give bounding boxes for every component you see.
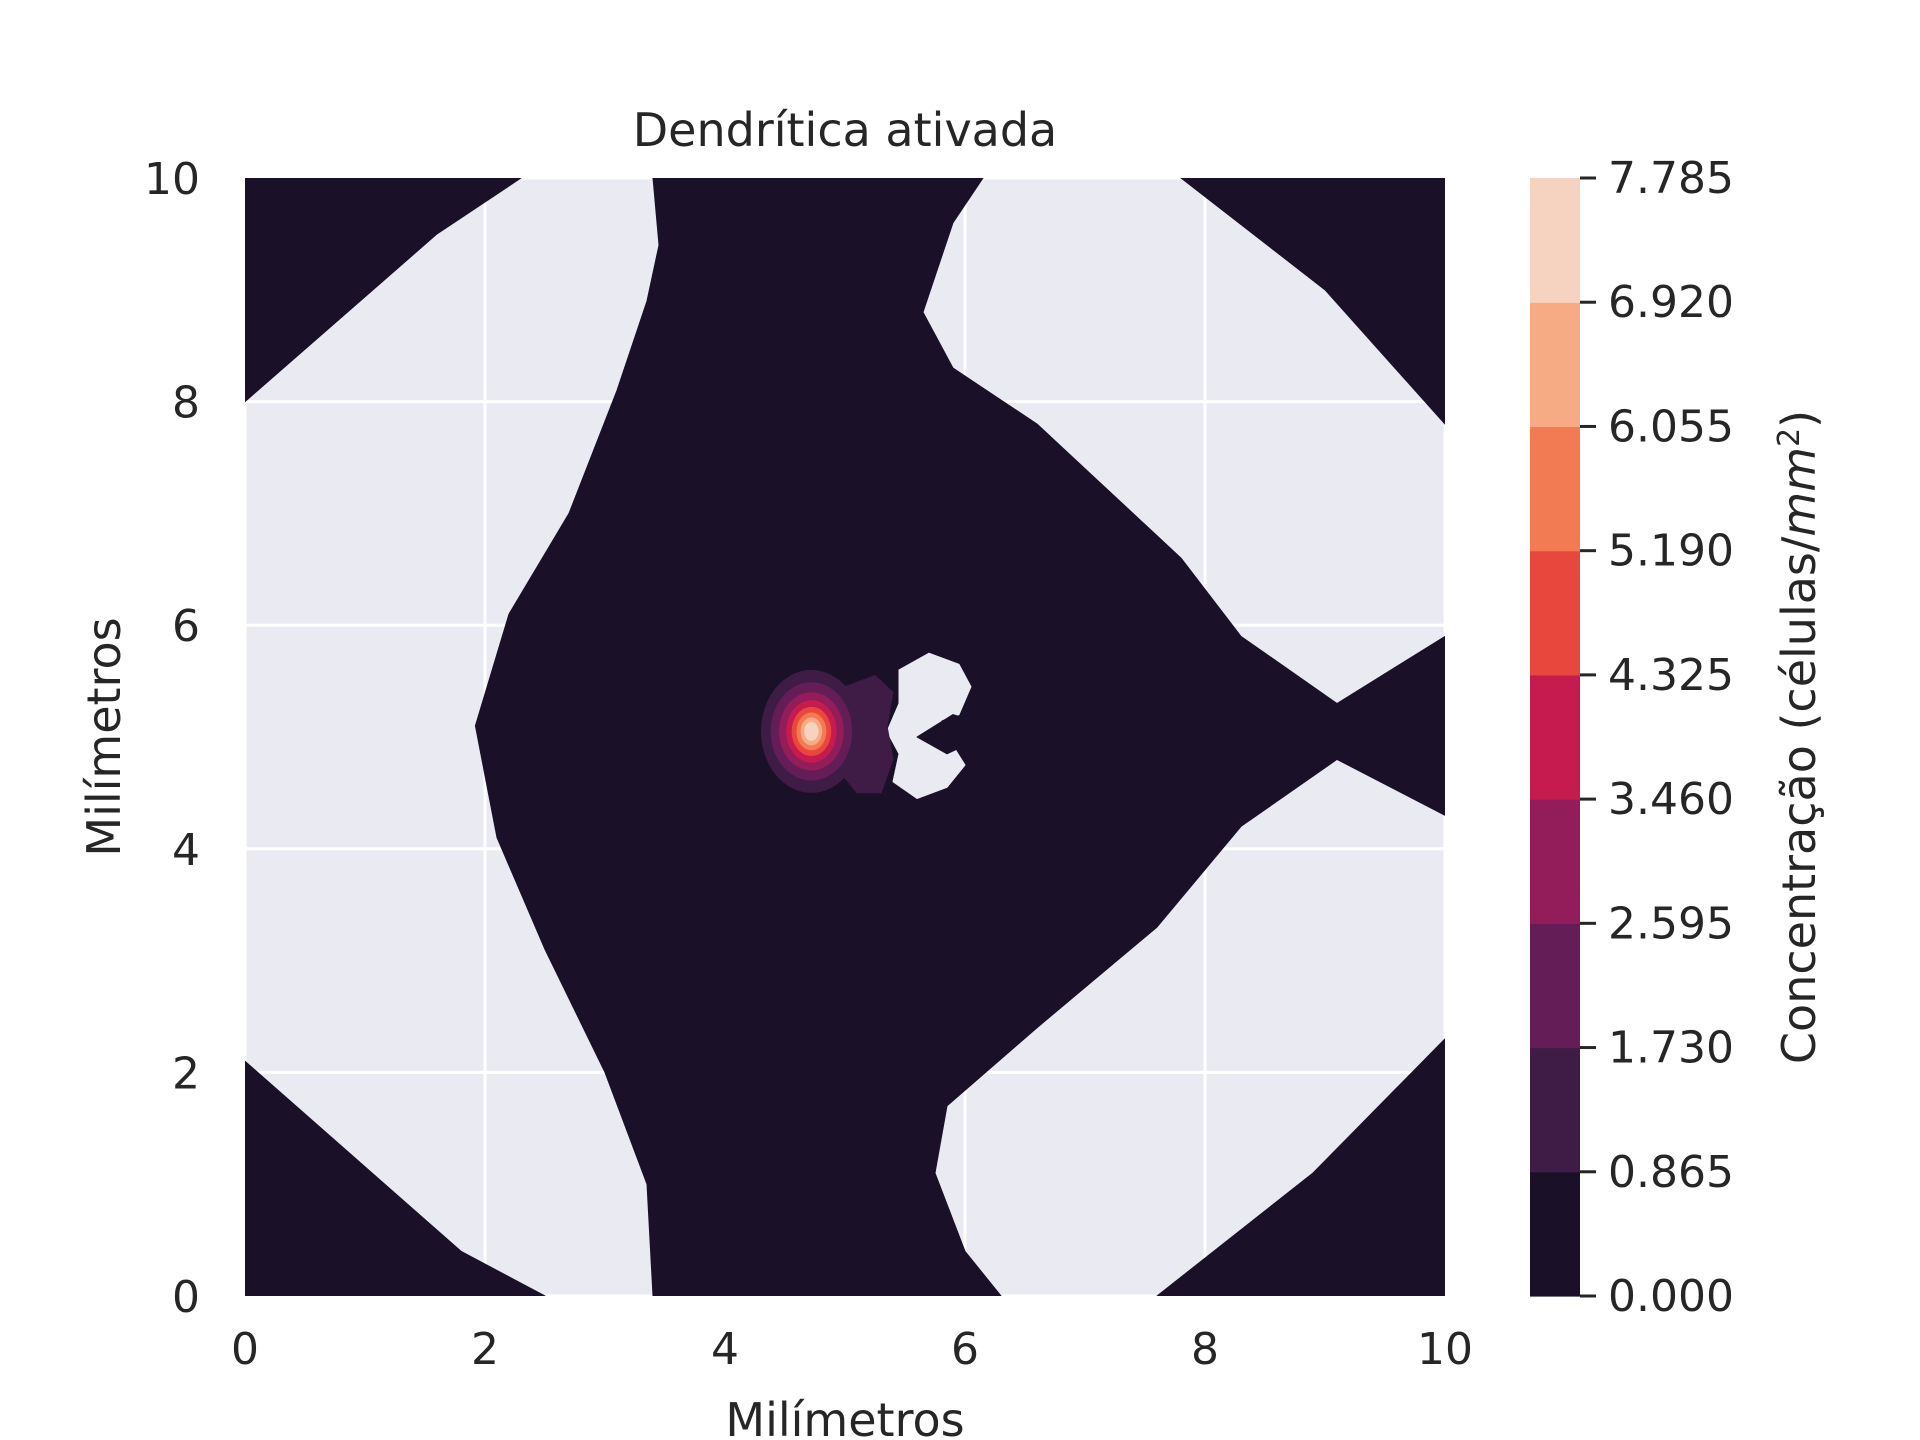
island-notch	[916, 714, 972, 755]
x-tick-label-5: 10	[1417, 1324, 1473, 1375]
colorbar-tick-label-0: 0.000	[1608, 1271, 1734, 1322]
x-axis-label: Milímetros	[725, 1393, 964, 1440]
y-tick-label-1: 2	[172, 1048, 200, 1099]
colorbar-tick-label-7: 6.055	[1608, 401, 1734, 452]
y-tick-label-4: 8	[172, 378, 200, 429]
colorbar	[1530, 178, 1580, 1297]
x-tick-label-3: 6	[951, 1324, 979, 1375]
colorbar-band-5	[1530, 550, 1580, 676]
colorbar-band-6	[1530, 426, 1580, 552]
colorbar-tick-label-5: 4.325	[1608, 650, 1734, 701]
peak-ring-level-8	[804, 721, 819, 741]
colorbar-label-exponent: 2	[1772, 428, 1807, 447]
colorbar-band-2	[1530, 923, 1580, 1049]
x-axis-ticks: 0 2 4 6 8 10	[231, 1324, 1473, 1375]
colorbar-band-3	[1530, 799, 1580, 924]
x-tick-label-0: 0	[231, 1324, 259, 1375]
colorbar-tick-label-1: 0.865	[1608, 1147, 1734, 1198]
colorbar-label: Concentração (células/mm2)	[1772, 410, 1826, 1064]
y-tick-label-0: 0	[172, 1272, 200, 1323]
colorbar-label-close: )	[1772, 410, 1826, 428]
colorbar-tick-label-2: 1.730	[1608, 1023, 1734, 1074]
colorbar-label-unit: mm	[1772, 447, 1826, 537]
x-tick-label-2: 4	[711, 1324, 739, 1375]
contour-layer	[245, 178, 1445, 1296]
y-tick-label-3: 6	[172, 601, 200, 652]
x-tick-label-4: 8	[1191, 1324, 1219, 1375]
y-axis-ticks: 0 2 4 6 8 10	[144, 154, 200, 1323]
corner-top-left	[245, 178, 522, 403]
colorbar-tick-label-9: 7.785	[1608, 153, 1734, 204]
colorbar-band-8	[1530, 178, 1580, 303]
corner-top-right	[1180, 178, 1445, 425]
corner-bottom-right	[1156, 1038, 1445, 1296]
colorbar-band-1	[1530, 1047, 1580, 1173]
corner-bottom-left	[245, 1060, 546, 1296]
chart-title: Dendrítica ativada	[633, 103, 1058, 157]
colorbar-band-4	[1530, 674, 1580, 800]
colorbar-label-text: Concentração (células/	[1772, 536, 1826, 1064]
colorbar-tick-label-6: 5.190	[1608, 526, 1734, 577]
white-island	[886, 652, 972, 799]
colorbar-tick-label-8: 6.920	[1608, 277, 1734, 328]
y-tick-label-5: 10	[144, 154, 200, 205]
y-tick-label-2: 4	[172, 825, 200, 876]
x-tick-label-1: 2	[471, 1324, 499, 1375]
colorbar-tick-label-4: 3.460	[1608, 774, 1734, 825]
colorbar-tick-label-3: 2.595	[1608, 898, 1734, 949]
colorbar-band-7	[1530, 302, 1580, 428]
y-axis-label: Milímetros	[77, 617, 131, 856]
colorbar-band-0	[1530, 1171, 1580, 1297]
colorbar-ticks: 0.000 0.865 1.730 2.595 3.460 4.325 5.190 6.055…	[1580, 153, 1734, 1322]
